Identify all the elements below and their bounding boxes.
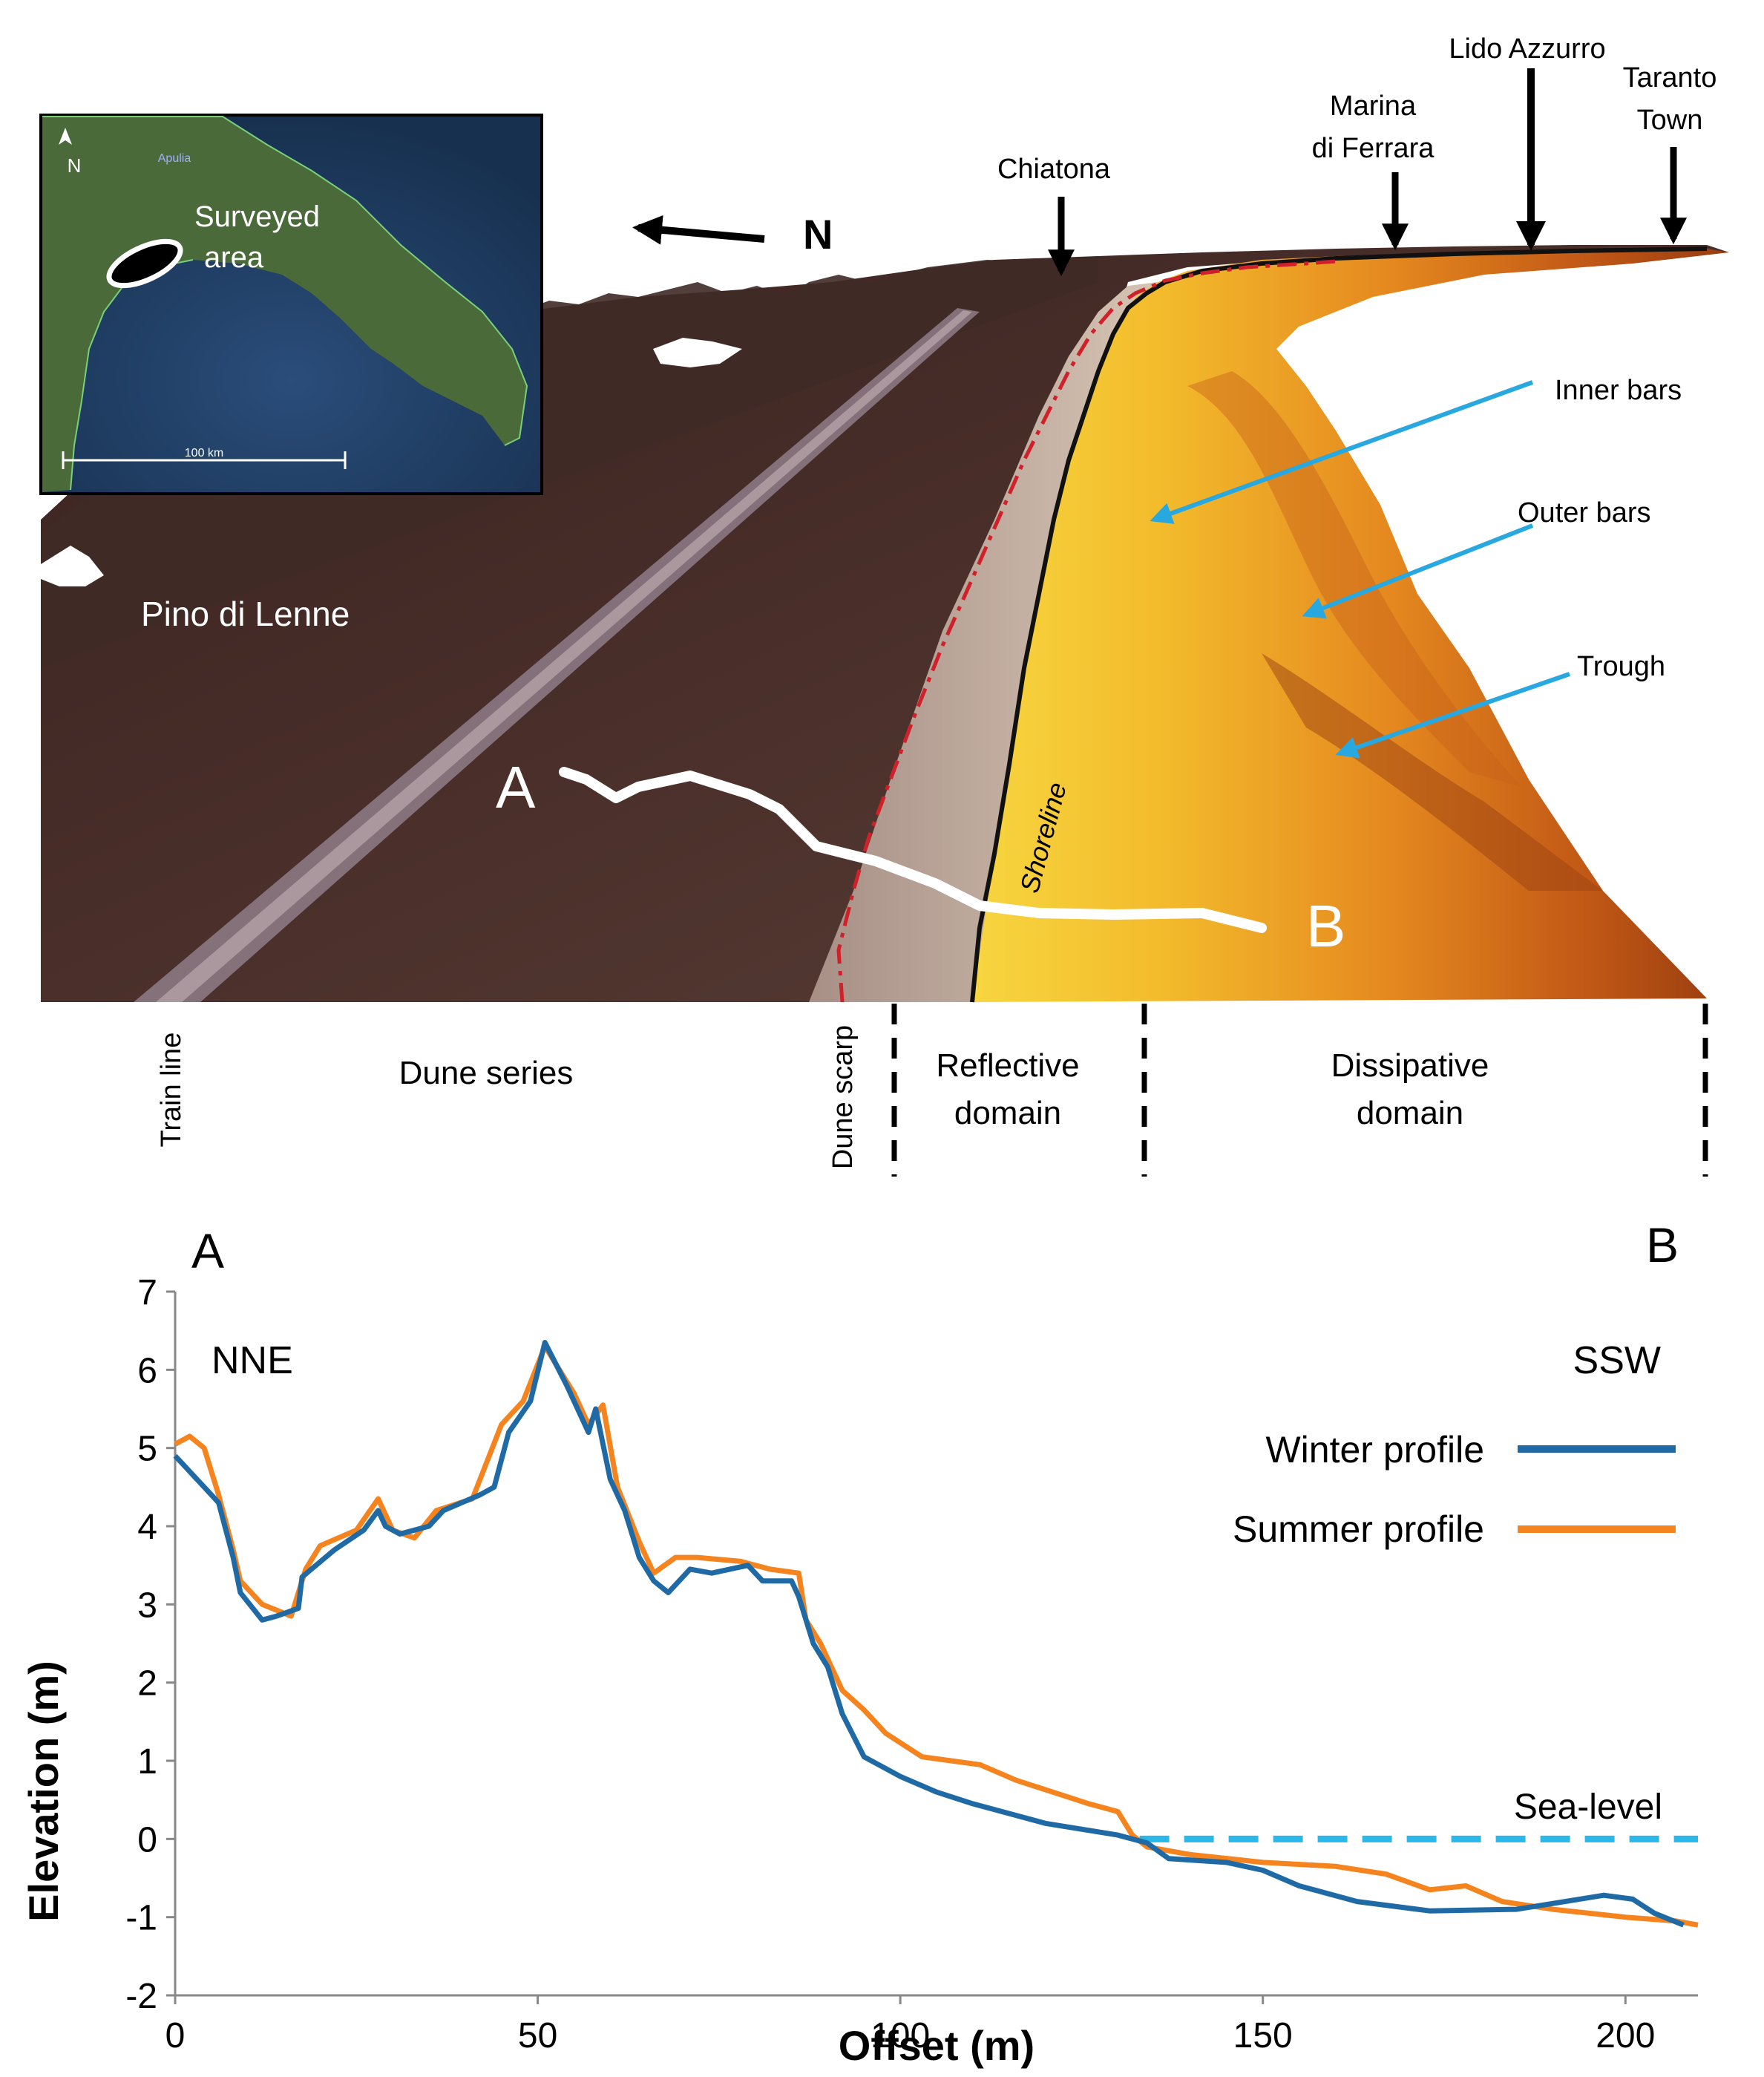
point-a-label: A <box>496 754 536 820</box>
sea-level-label: Sea-level <box>1514 1787 1662 1827</box>
y-tick-label: 1 <box>137 1742 157 1782</box>
zone-dissipative-line1: Dissipative <box>1331 1047 1489 1084</box>
point-b-label: B <box>1306 893 1345 959</box>
chart-corner-b: B <box>1646 1217 1679 1272</box>
y-tick-label: 3 <box>137 1586 157 1625</box>
place-lido-azzurro: Lido Azzurro <box>1449 33 1605 65</box>
north-label: N <box>803 211 833 258</box>
place-marina-line1: Marina <box>1330 91 1417 122</box>
inner-bars-label: Inner bars <box>1555 375 1682 406</box>
outer-bars-arrow <box>1302 523 1534 619</box>
legend-summer-label: Summer profile <box>1233 1508 1484 1550</box>
x-tick-label: 50 <box>518 2016 557 2055</box>
outer-bars-label: Outer bars <box>1518 497 1651 529</box>
zone-dune-series: Dune series <box>399 1055 574 1091</box>
north-arrow <box>632 215 765 245</box>
inset-surveyed-ellipse <box>106 238 183 289</box>
cloud-left <box>41 546 104 586</box>
y-tick-label: 6 <box>137 1351 157 1390</box>
cloud-top <box>653 338 742 367</box>
inset-surveyed-label: Surveyed <box>194 200 320 233</box>
inset-land <box>42 117 527 492</box>
trough-label: Trough <box>1577 651 1665 682</box>
place-taranto-line2: Town <box>1637 105 1703 136</box>
direction-nne: NNE <box>212 1339 293 1382</box>
x-tick-label: 200 <box>1596 2016 1655 2055</box>
beach-strip <box>809 282 1158 1002</box>
inset-scale-label: 100 km <box>185 447 223 459</box>
series-lines <box>173 1340 1699 1928</box>
inset-map <box>39 114 543 495</box>
direction-ssw: SSW <box>1573 1339 1661 1382</box>
sea-bathymetry <box>972 249 1729 1002</box>
zone-reflective-line1: Reflective <box>936 1047 1079 1084</box>
chart-corner-a: A <box>191 1223 224 1278</box>
x-axis-ticks: 0 50 100 150 200 <box>165 1995 1655 2055</box>
trough-band <box>1262 653 1603 891</box>
y-tick-label: -1 <box>125 1899 157 1938</box>
y-tick-label: 0 <box>137 1820 157 1860</box>
x-tick-label: 0 <box>165 2016 186 2055</box>
profile-transect <box>559 767 1267 933</box>
place-chiatona: Chiatona <box>997 154 1111 185</box>
y-tick-label: -2 <box>125 1977 157 2016</box>
y-tick-label: 2 <box>137 1664 157 1704</box>
y-axis-ticks: -2 -1 0 1 2 3 4 5 6 7 <box>125 1273 175 2016</box>
x-tick-label: 150 <box>1233 2016 1293 2055</box>
y-tick-label: 5 <box>137 1430 157 1469</box>
y-tick-label: 4 <box>137 1508 157 1547</box>
summer-profile-line <box>174 1344 1699 1928</box>
inner-bars-arrow <box>1150 380 1534 524</box>
inset-area-label: area <box>204 241 264 274</box>
x-tick-label: 100 <box>870 2016 930 2055</box>
y-tick-label: 7 <box>137 1273 157 1312</box>
x-axis-label: Offset (m) <box>839 2022 1035 2069</box>
legend-winter-label: Winter profile <box>1265 1429 1484 1471</box>
profile-chart: -2 -1 0 1 2 3 4 5 6 7 0 50 100 150 200 <box>125 1273 1699 2055</box>
zone-dune-scarp: Dune scarp <box>827 1025 859 1169</box>
zone-train-line: Train line <box>156 1033 187 1148</box>
y-axis-label: Elevation (m) <box>20 1661 67 1922</box>
pino-di-lenne-label: Pino di Lenne <box>141 595 350 633</box>
shoreline-line <box>970 246 1708 1003</box>
trough-arrow <box>1335 672 1570 759</box>
place-marina-line2: di Ferrara <box>1312 133 1435 164</box>
zone-reflective-line2: domain <box>954 1095 1061 1131</box>
place-taranto-line1: Taranto <box>1623 62 1717 94</box>
zone-dissipative-line2: domain <box>1357 1095 1463 1131</box>
inset-compass <box>59 128 72 145</box>
inset-region-label: Apulia <box>158 152 191 165</box>
feature-arrows <box>1150 380 1570 759</box>
inset-compass-label: N <box>68 154 82 177</box>
winter-profile-line <box>173 1340 1685 1928</box>
zone-dividers <box>891 1004 1708 1177</box>
